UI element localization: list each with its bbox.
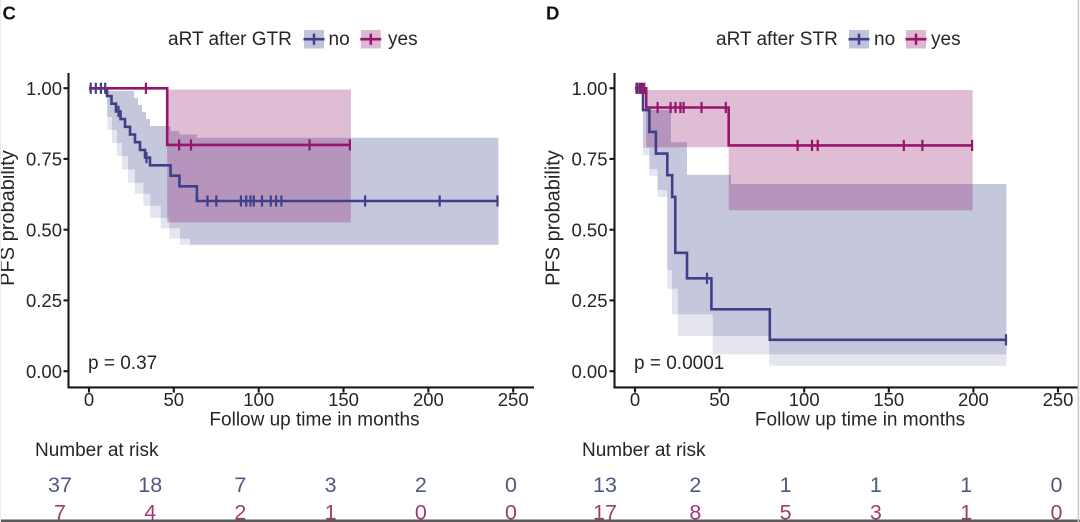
svg-text:13: 13 [593,473,617,497]
svg-text:17: 17 [593,501,617,522]
svg-text:100: 100 [789,389,820,410]
svg-text:0: 0 [1051,501,1063,522]
svg-text:Number at risk: Number at risk [582,440,706,461]
svg-text:5: 5 [780,501,792,522]
svg-text:8: 8 [689,501,701,522]
svg-text:yes: yes [388,29,418,50]
svg-text:1: 1 [870,473,882,497]
svg-text:18: 18 [138,473,162,497]
svg-text:0.25: 0.25 [26,290,62,311]
svg-text:4: 4 [144,501,156,522]
svg-text:C: C [3,3,16,24]
svg-text:1: 1 [325,501,337,522]
svg-text:2: 2 [415,473,427,497]
svg-text:0.50: 0.50 [26,219,62,240]
svg-text:Follow up time in months: Follow up time in months [209,410,419,431]
svg-text:3: 3 [325,473,337,497]
svg-text:50: 50 [709,389,730,410]
svg-text:1: 1 [780,473,792,497]
svg-text:0.50: 0.50 [571,219,607,240]
svg-text:D: D [546,3,559,24]
svg-text:250: 250 [1043,389,1074,410]
svg-text:200: 200 [413,389,444,410]
svg-text:0: 0 [1051,473,1063,497]
svg-text:150: 150 [873,389,904,410]
svg-text:p = 0.0001: p = 0.0001 [634,353,724,374]
svg-text:2: 2 [689,473,701,497]
svg-text:yes: yes [931,29,961,50]
svg-text:0: 0 [415,501,427,522]
svg-text:7: 7 [234,473,246,497]
svg-text:3: 3 [870,501,882,522]
svg-text:PFS probability: PFS probability [543,150,565,286]
svg-text:0.00: 0.00 [571,361,607,382]
svg-text:150: 150 [328,389,359,410]
svg-text:1: 1 [960,473,972,497]
svg-text:0.75: 0.75 [26,149,62,170]
svg-text:0.00: 0.00 [26,361,62,382]
svg-text:37: 37 [48,473,72,497]
svg-text:0: 0 [505,501,517,522]
svg-text:250: 250 [498,389,529,410]
svg-text:0: 0 [505,473,517,497]
svg-text:no: no [329,29,350,50]
svg-text:0.75: 0.75 [571,149,607,170]
svg-text:0: 0 [84,389,94,410]
svg-text:Follow up time in months: Follow up time in months [755,410,965,431]
svg-text:50: 50 [164,389,185,410]
svg-text:p = 0.37: p = 0.37 [88,353,157,374]
svg-text:1.00: 1.00 [26,78,62,99]
svg-text:PFS probability: PFS probability [0,150,19,286]
svg-text:1.00: 1.00 [571,78,607,99]
svg-text:2: 2 [234,501,246,522]
svg-text:aRT after GTR: aRT after GTR [168,29,292,50]
svg-text:0: 0 [630,389,640,410]
svg-text:Number at risk: Number at risk [35,440,159,461]
svg-text:aRT after STR: aRT after STR [716,29,838,50]
svg-text:7: 7 [54,501,66,522]
svg-text:1: 1 [960,501,972,522]
svg-text:0.25: 0.25 [571,290,607,311]
svg-text:no: no [874,29,895,50]
svg-text:200: 200 [958,389,989,410]
svg-text:100: 100 [243,389,274,410]
